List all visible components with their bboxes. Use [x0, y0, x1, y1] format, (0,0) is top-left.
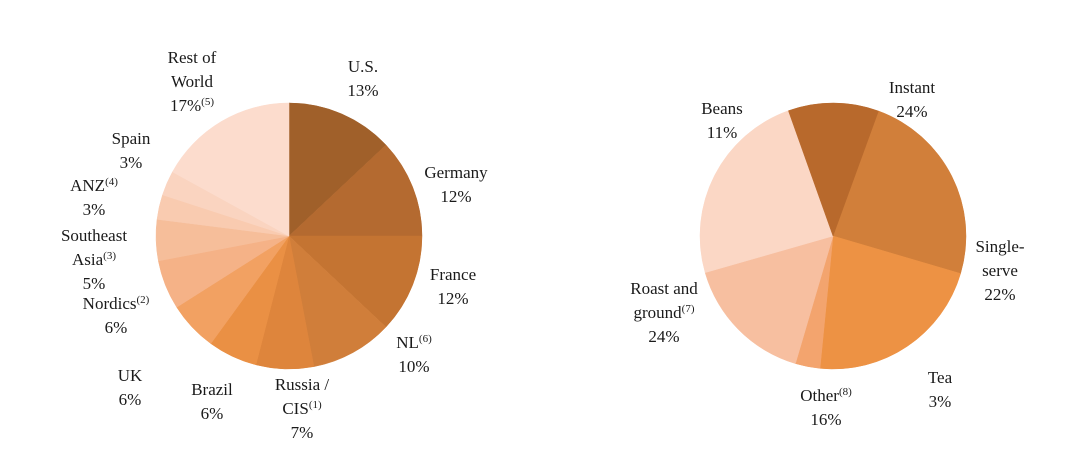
slice-label-beans: Beans [701, 99, 743, 118]
label-russia-cis: Russia / CIS(1) 7% [275, 375, 330, 442]
pie-slice-roast-and-ground [699, 110, 834, 273]
pie-slice-other [704, 235, 834, 364]
slice-pct-roast-and-ground: 24% [648, 327, 679, 346]
slice-label-roast-and-ground-line1: Roast and [630, 279, 698, 298]
slice-pct-us: 13% [347, 81, 378, 100]
pie-slice-germany [288, 144, 423, 237]
label-spain: Spain 3% [112, 129, 151, 172]
slice-label-instant: Instant [889, 78, 936, 97]
label-roast-and-ground: Roast and ground(7) 24% [630, 279, 698, 346]
slice-label-southeast-asia-line2: Asia(3) [72, 250, 116, 269]
pie-slice-single-serve [819, 235, 961, 370]
slice-label-single-serve-line2: serve [982, 261, 1018, 280]
label-instant: Instant 24% [889, 78, 936, 121]
geography-pie [155, 102, 423, 370]
label-brazil: Brazil 6% [191, 380, 233, 423]
pie-slice-instant [832, 110, 967, 274]
slice-label-single-serve-line1: Single- [975, 237, 1024, 256]
slice-label-france: France [430, 265, 476, 284]
slice-pct-tea: 3% [929, 392, 952, 411]
label-rest-of-world: Rest of World 17%(5) [168, 48, 217, 115]
slice-pct-beans: 11% [707, 123, 738, 142]
slice-label-rest-of-world-line1: Rest of [168, 48, 217, 67]
slice-pct-spain: 3% [120, 153, 143, 172]
slice-pct-rest-of-world: 17%(5) [170, 96, 214, 115]
pie-slice-france [288, 235, 423, 328]
slice-pct-southeast-asia: 5% [83, 274, 106, 293]
label-beans: Beans 11% [701, 99, 743, 142]
label-single-serve: Single- serve 22% [975, 237, 1024, 304]
slice-pct-anz: 3% [83, 200, 106, 219]
slice-label-nordics: Nordics(2) [83, 294, 150, 313]
slice-label-other: Other(8) [800, 386, 852, 405]
label-southeast-asia: Southeast Asia(3) 5% [61, 226, 127, 293]
label-uk: UK 6% [118, 366, 143, 409]
pie-slice-beans [788, 102, 879, 237]
slice-pct-instant: 24% [896, 102, 927, 121]
label-france: France 12% [430, 265, 476, 308]
slice-label-uk: UK [118, 366, 143, 385]
slice-pct-single-serve: 22% [984, 285, 1015, 304]
slice-label-germany: Germany [424, 163, 488, 182]
slice-pct-other: 16% [810, 410, 841, 429]
label-us: U.S. 13% [347, 57, 378, 100]
pie-slice-u-s [288, 102, 387, 237]
pie-slice-nl [288, 235, 387, 367]
label-nordics: Nordics(2) 6% [83, 294, 150, 337]
slice-label-us: U.S. [348, 57, 378, 76]
slice-label-tea: Tea [928, 368, 953, 387]
slice-label-spain: Spain [112, 129, 151, 148]
slice-pct-brazil: 6% [201, 404, 224, 423]
slice-label-southeast-asia-line1: Southeast [61, 226, 127, 245]
slice-label-nl: NL(6) [396, 333, 432, 352]
label-tea: Tea 3% [928, 368, 953, 411]
label-germany: Germany 12% [424, 163, 488, 206]
slice-label-roast-and-ground-line2: ground(7) [634, 303, 695, 322]
slice-label-rest-of-world-line2: World [171, 72, 214, 91]
slice-pct-uk: 6% [119, 390, 142, 409]
category-pie [699, 102, 967, 370]
slice-label-brazil: Brazil [191, 380, 233, 399]
label-anz: ANZ(4) 3% [70, 176, 118, 219]
slice-pct-nl: 10% [398, 357, 429, 376]
slice-label-russia-cis-line2: CIS(1) [282, 399, 322, 418]
pie-slice-rest-of-world [172, 102, 290, 237]
slice-label-anz: ANZ(4) [70, 176, 118, 195]
label-nl: NL(6) 10% [396, 333, 432, 376]
slice-pct-russia-cis: 7% [291, 423, 314, 442]
slice-pct-nordics: 6% [105, 318, 128, 337]
slice-pct-germany: 12% [440, 187, 471, 206]
label-other: Other(8) 16% [800, 386, 852, 429]
slice-pct-france: 12% [437, 289, 468, 308]
slice-label-russia-cis-line1: Russia / [275, 375, 330, 394]
